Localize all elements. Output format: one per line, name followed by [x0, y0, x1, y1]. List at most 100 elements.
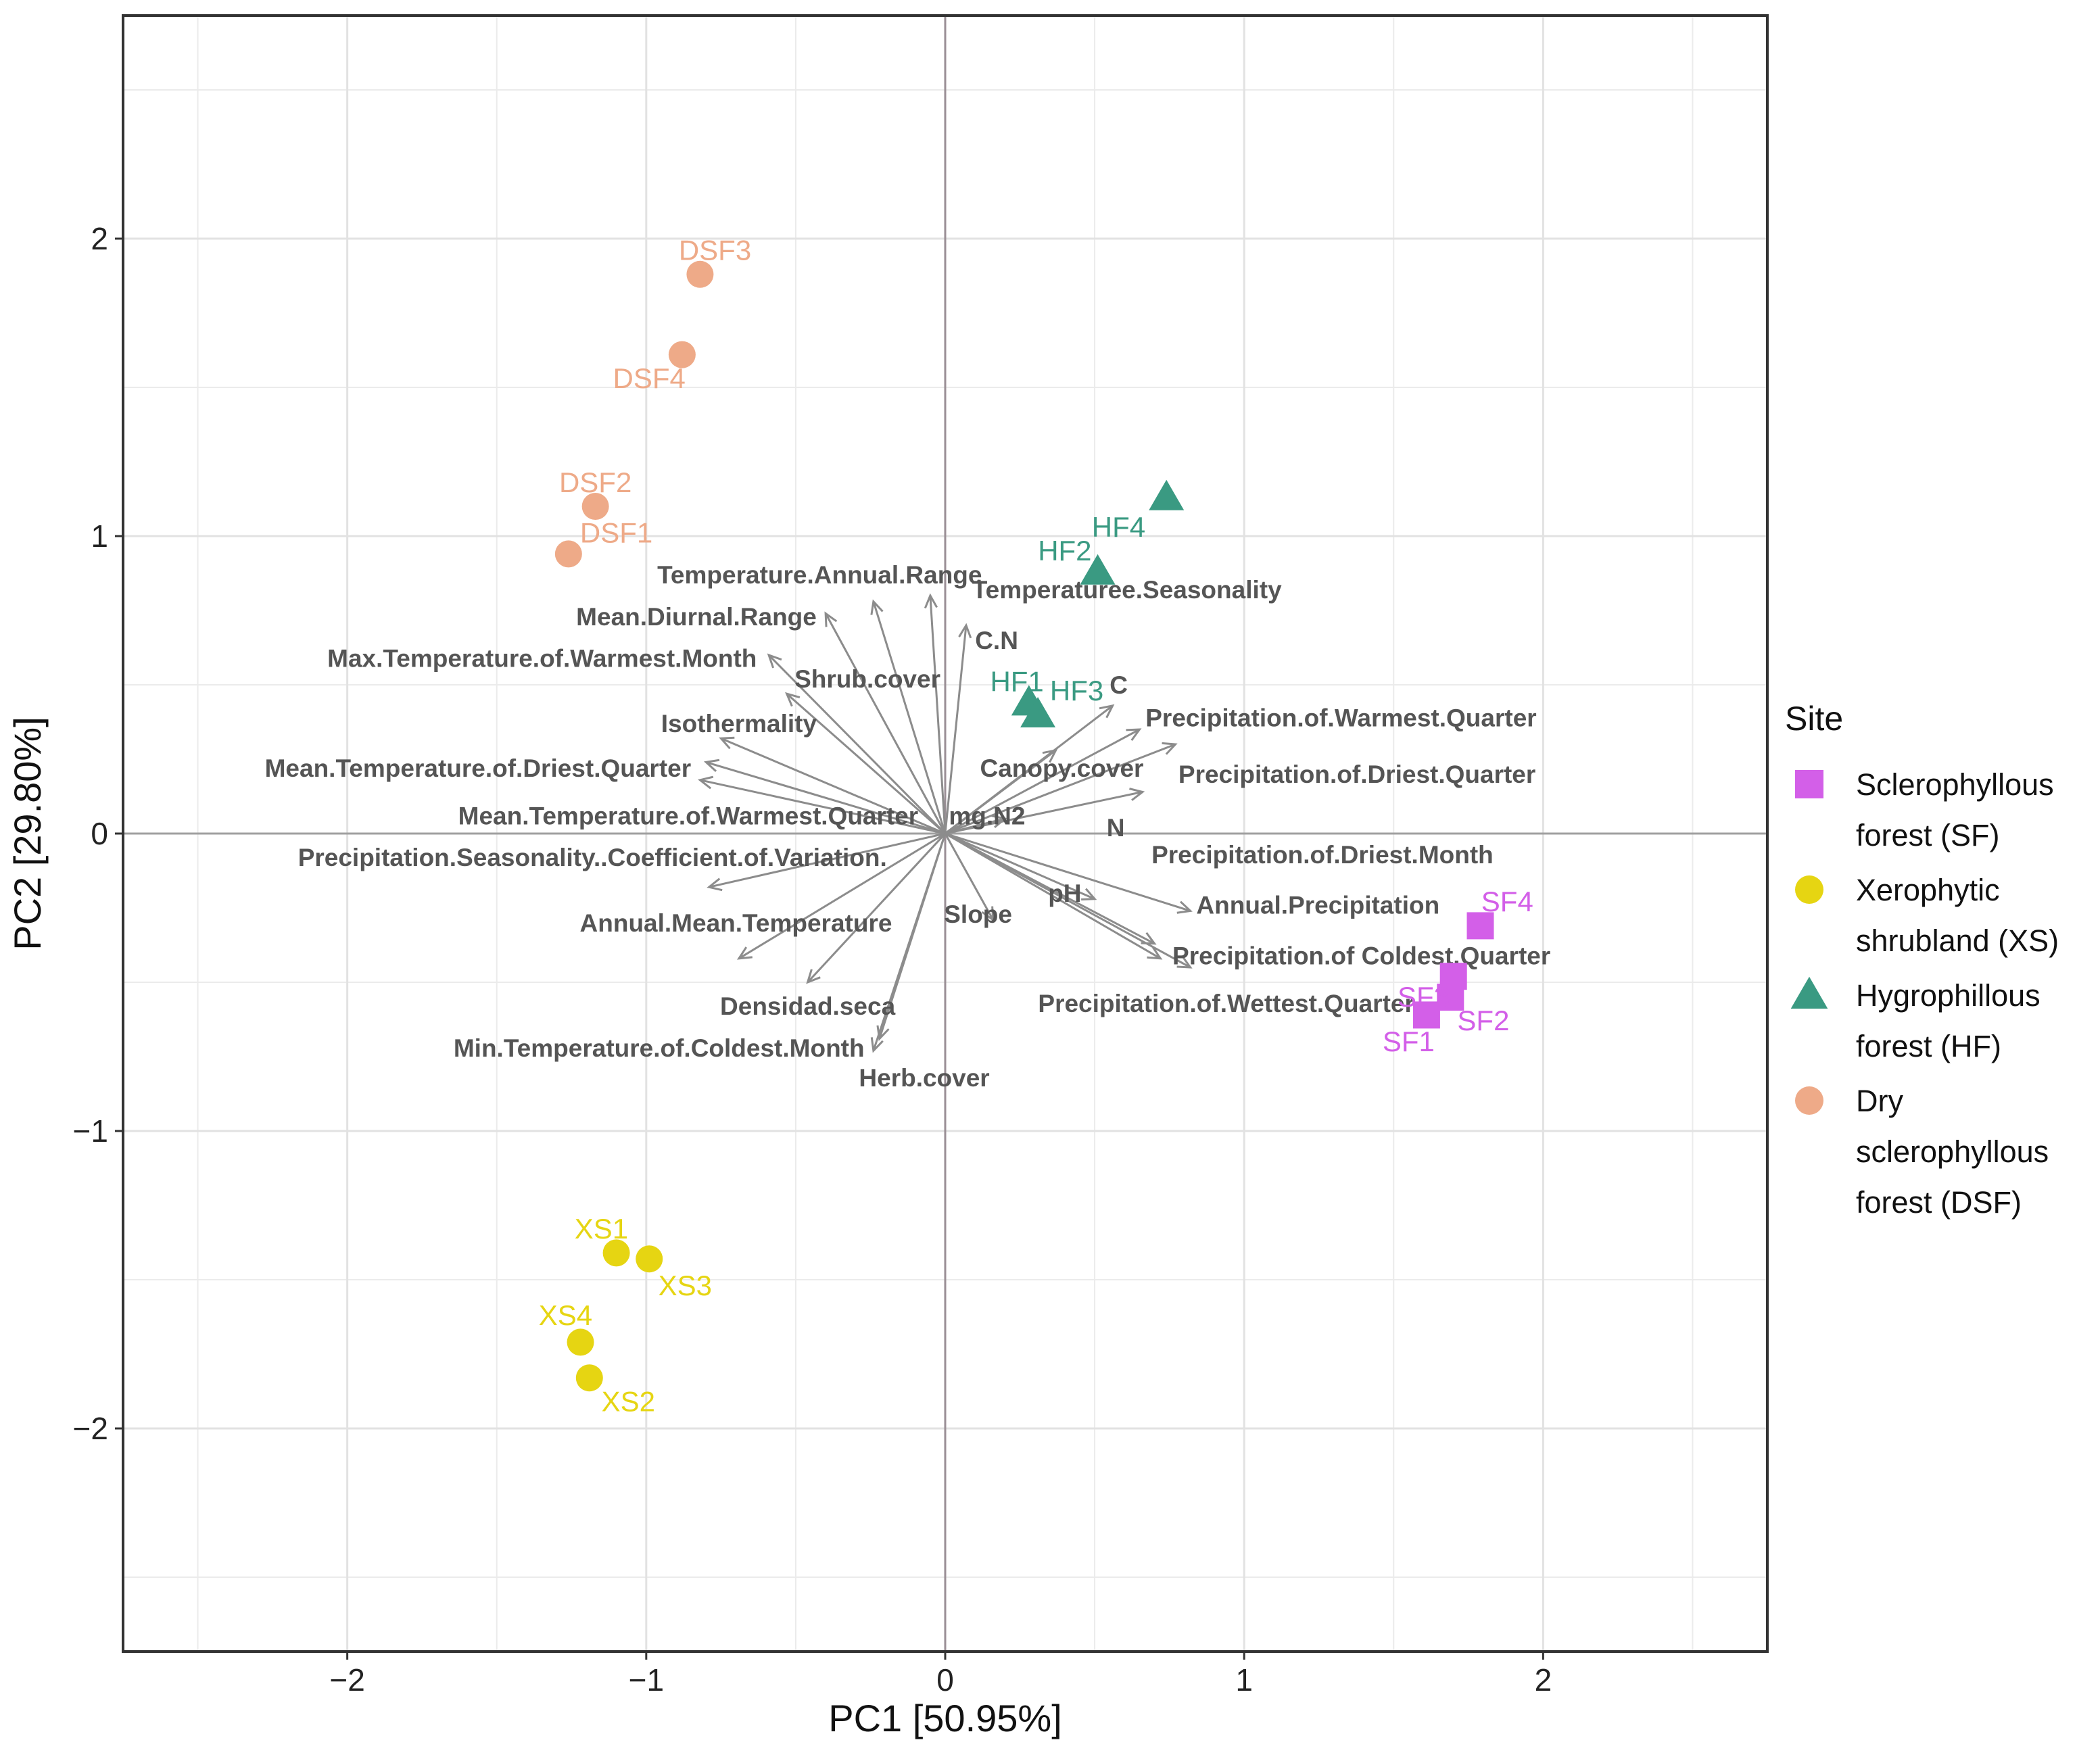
legend-item-sf-label-line: forest (SF) [1856, 818, 2000, 852]
legend-item-sf-label-line: Sclerophyllous [1856, 767, 2054, 802]
score-points [554, 260, 1494, 1392]
point-dsf4-marker [668, 341, 696, 368]
legend-item-dsf-label-line: forest (DSF) [1856, 1185, 2022, 1220]
legend-item-hf-key [1790, 976, 1828, 1009]
loading-mean-temperature-of-warmest-quarter-arrowhead [703, 759, 720, 772]
loading-densidad-seca-arrow [807, 832, 947, 984]
loading-mean-diurnal-range-arrowhead [824, 611, 838, 627]
loading-n-arrow [945, 790, 1143, 835]
y-axis-title: PC2 [29.80%] [6, 717, 49, 950]
point-dsf4-label: DSF4 [613, 362, 686, 394]
loading-mg-n2-arrowhead [991, 815, 1007, 828]
loading-c-n-arrow [944, 625, 968, 834]
loading-herb-cover-arrowhead [876, 1025, 890, 1041]
legend-item-sf: Sclerophyllous forest (SF) [1795, 767, 2054, 852]
loading-c-label: C [1109, 671, 1128, 699]
loading-ph-arrow [945, 832, 1095, 900]
point-dsf3-marker [686, 260, 714, 288]
x-tick-label: −1 [629, 1662, 664, 1698]
x-axis: −2 −1 0 1 2 [329, 1652, 1552, 1698]
loading-mean-temperature-of-warmest-quarter-arrow [705, 761, 946, 835]
loading-precipitation-of-driest-month-label: Precipitation.of.Driest.Month [1151, 841, 1494, 869]
legend-title: Site [1785, 700, 1843, 738]
loading-mg-n2-label: mg.N2 [949, 802, 1025, 830]
loading-mean-diurnal-range-arrow [824, 612, 947, 834]
point-xs4-label: XS4 [539, 1299, 592, 1331]
loading-temperaturee-seasonality-arrowhead [924, 593, 938, 609]
loading-annual-mean-temperature-arrow [738, 832, 946, 960]
loading-precipitation-of-coldest-quarter-arrow [945, 832, 1162, 960]
loading-slope-arrow [944, 833, 995, 921]
loading-labels: Temperature.Annual.RangeTemperaturee.Sea… [265, 561, 1551, 1092]
loading-max-temperature-of-warmest-month-label: Max.Temperature.of.Warmest.Month [327, 644, 757, 672]
loading-densidad-seca-label: Densidad.seca [720, 992, 896, 1020]
legend-item-hf-label-line: forest (HF) [1856, 1029, 2001, 1063]
loading-max-temperature-of-warmest-month-arrowhead [767, 653, 782, 669]
loading-c-n-label: C.N [975, 627, 1018, 654]
loading-precipitation-of-wettest-quarter-arrowhead [1141, 932, 1157, 945]
loading-precipitation-seasonality-coefficient-of-variation-arrow [709, 832, 946, 888]
point-dsf1-label: DSF1 [580, 517, 652, 549]
point-hf4-marker [1149, 479, 1185, 510]
loading-precipitation-of-driest-quarter-arrowhead [1162, 742, 1178, 755]
point-sf2-label: SF2 [1457, 1005, 1509, 1036]
loading-slope-label: Slope [944, 900, 1012, 928]
loading-annual-precipitation-arrowhead [1176, 955, 1193, 969]
loading-isothermality-label: Isothermality [661, 710, 817, 738]
y-tick-label: 2 [91, 221, 108, 256]
loading-precipitation-of-driest-quarter-arrow [945, 743, 1176, 835]
loading-temperature-annual-range-arrow [872, 601, 947, 834]
loading-shrub-cover-label: Shrub.cover [794, 665, 940, 693]
point-xs2-marker [575, 1364, 603, 1392]
loading-precipitation-of-coldest-quarter-label: Precipitation.of Coldest.Quarter [1172, 942, 1550, 969]
legend-item-sf-key [1795, 770, 1823, 798]
point-hf1-label: HF1 [990, 666, 1043, 698]
point-sf3-label: SF3 [1398, 981, 1450, 1013]
loading-annual-mean-temperature-arrowhead [736, 946, 753, 960]
x-tick-label: −2 [329, 1662, 364, 1698]
loading-isothermality-arrow [720, 737, 946, 835]
x-tick-label: 0 [936, 1662, 954, 1698]
point-xs2-label: XS2 [602, 1385, 655, 1417]
legend-item-dsf-label-line: Dry [1856, 1084, 1903, 1118]
loading-n-label: N [1107, 814, 1125, 842]
loading-temperature-annual-range-label: Temperature.Annual.Range [657, 561, 982, 589]
loading-temperaturee-seasonality-label: Temperaturee.Seasonality [972, 576, 1282, 604]
loading-precipitation-of-driest-month-arrowhead [1176, 900, 1193, 914]
point-xs3-label: XS3 [659, 1270, 712, 1301]
loading-mean-temperature-of-driest-quarter-arrow [700, 779, 946, 835]
point-dsf2-marker [581, 493, 609, 520]
legend: Site Sclerophyllous forest (SF) Xerophytic… [1785, 700, 2059, 1220]
loading-shrub-cover-arrow [786, 693, 946, 835]
y-tick-label: 1 [91, 519, 108, 554]
point-hf2-marker [1080, 554, 1116, 585]
loading-densidad-seca-arrowhead [806, 969, 821, 984]
point-dsf3-label: DSF3 [679, 235, 751, 266]
point-dsf1-marker [554, 540, 582, 568]
loading-precipitation-of-wettest-quarter-arrow [945, 832, 1155, 945]
point-xs1-marker [602, 1239, 630, 1267]
loading-mean-temperature-of-driest-quarter-arrowhead [698, 775, 714, 790]
loading-temperature-annual-range-arrowhead [870, 599, 884, 615]
loading-mean-temperature-of-warmest-quarter-label: Mean.Temperature.of.Warmest.Quarter [458, 802, 919, 830]
point-xs1-label: XS1 [575, 1213, 628, 1245]
point-sf3-marker [1439, 963, 1467, 990]
loading-annual-precipitation-label: Annual.Precipitation [1196, 892, 1439, 919]
point-sf4-label: SF4 [1481, 886, 1533, 917]
loading-slope-arrowhead [981, 906, 995, 922]
point-sf1-marker [1412, 1001, 1440, 1029]
loading-max-temperature-of-warmest-month-arrow [768, 654, 947, 835]
loading-canopy-cover-arrowhead [1042, 748, 1058, 763]
legend-item-xs: Xerophytic shrubland (XS) [1795, 873, 2059, 958]
loading-ph-label: pH [1048, 880, 1081, 907]
loading-precipitation-seasonality-coefficient-of-variation-label: Precipitation.Seasonality..Coefficient.o… [298, 844, 887, 871]
loading-precipitation-of-wettest-quarter-label: Precipitation.of.Wettest.Quarter [1038, 990, 1414, 1017]
loading-min-temperature-of-coldest-month-arrowhead [870, 1037, 884, 1053]
point-xs3-marker [636, 1245, 663, 1273]
loading-min-temperature-of-coldest-month-label: Min.Temperature.of.Coldest.Month [454, 1034, 865, 1062]
legend-item-dsf: Dry sclerophyllous forest (DSF) [1795, 1084, 2049, 1220]
loading-vectors [698, 593, 1193, 1053]
point-xs4-marker [567, 1328, 594, 1356]
y-tick-label: −2 [73, 1411, 108, 1446]
